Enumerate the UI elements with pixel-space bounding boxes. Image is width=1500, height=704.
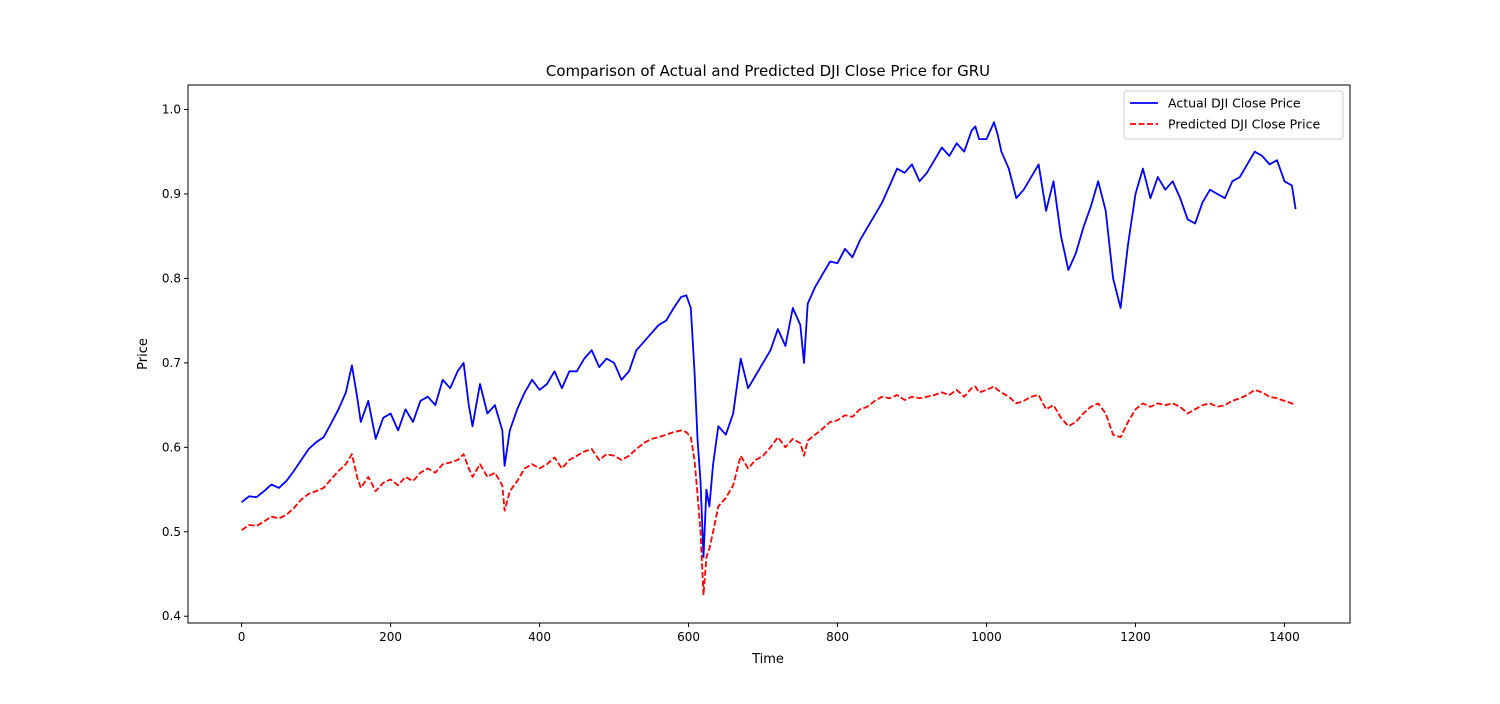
x-tick-label: 1400 (1269, 630, 1300, 644)
y-tick-label: 0.8 (162, 271, 181, 285)
x-tick-label: 1000 (971, 630, 1002, 644)
x-tick-label: 0 (238, 630, 246, 644)
y-axis-label: Price (136, 338, 151, 370)
y-tick-label: 0.4 (162, 609, 181, 623)
legend-label: Actual DJI Close Price (1168, 96, 1301, 111)
x-tick-label: 200 (379, 630, 402, 644)
y-tick-label: 0.7 (162, 356, 181, 370)
legend-label: Predicted DJI Close Price (1168, 117, 1320, 132)
x-tick-label: 600 (677, 630, 700, 644)
actual-price-line (241, 121, 1297, 558)
y-tick-label: 0.5 (162, 525, 181, 539)
legend-box (1123, 90, 1344, 140)
plot-area: 0 200 400 600 800 1000 1200 1400 0.4 0.5 0.6 0.7 0.8… (162, 84, 1351, 644)
y-tick-label: 1.0 (162, 102, 181, 116)
x-tick-label: 400 (528, 630, 551, 644)
x-axis-label: Time (751, 652, 784, 667)
chart-title: Comparison of Actual and Predicted DJI C… (546, 62, 990, 80)
y-tick-label: 0.6 (162, 440, 181, 454)
predicted-price-line (241, 385, 1296, 596)
plot-frame (187, 84, 1351, 624)
x-tick-label: 800 (826, 630, 849, 644)
x-tick-label: 1200 (1120, 630, 1151, 644)
y-tick-label: 0.9 (162, 187, 181, 201)
